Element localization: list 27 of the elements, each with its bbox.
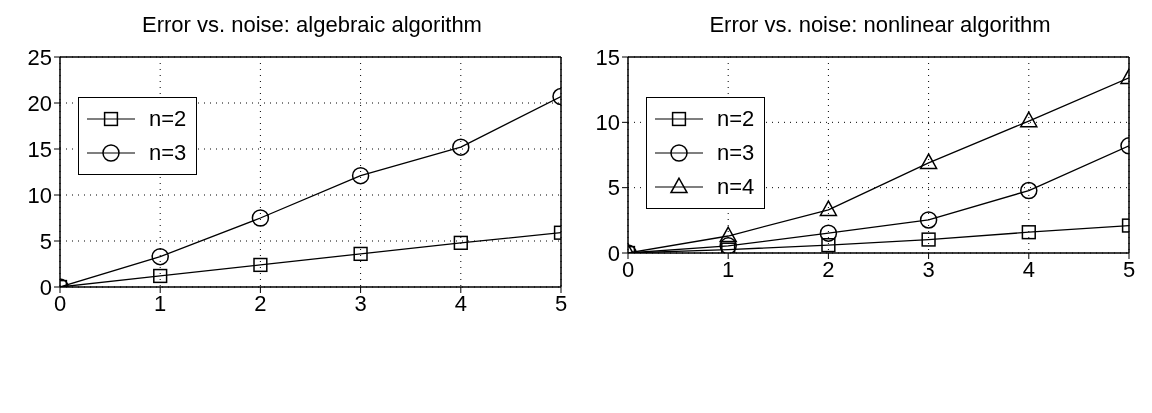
x-tick-label: 1 xyxy=(722,256,735,282)
legend-label: n=2 xyxy=(149,106,187,132)
legend-label: n=3 xyxy=(149,140,187,166)
x-tick-label: 3 xyxy=(922,256,935,282)
x-tick-label: 4 xyxy=(1022,256,1035,282)
y-tick-label: 0 xyxy=(607,240,620,266)
legend-label: n=4 xyxy=(717,174,755,200)
legend-label: n=2 xyxy=(717,106,755,132)
y-tick-label: 25 xyxy=(27,44,52,70)
legend-label: n=3 xyxy=(717,140,755,166)
x-tick-label: 4 xyxy=(454,290,467,316)
x-tick-label: 5 xyxy=(1122,256,1136,282)
x-tick-label: 5 xyxy=(554,290,568,316)
y-tick-label: 0 xyxy=(39,274,52,300)
y-tick-label: 5 xyxy=(607,175,620,201)
x-tick-label: 1 xyxy=(154,290,167,316)
chart-title: Error vs. noise: algebraic algorithm xyxy=(141,11,483,39)
y-tick-label: 10 xyxy=(595,110,620,136)
y-tick-label: 5 xyxy=(39,228,52,254)
y-tick-label: 20 xyxy=(27,90,52,116)
y-tick-label: 15 xyxy=(27,136,52,162)
x-tick-label: 2 xyxy=(254,290,267,316)
y-tick-label: 10 xyxy=(27,182,52,208)
chart-title: Error vs. noise: nonlinear algorithm xyxy=(708,11,1052,39)
x-tick-label: 2 xyxy=(822,256,835,282)
x-tick-label: 3 xyxy=(354,290,367,316)
y-tick-label: 15 xyxy=(595,44,620,70)
